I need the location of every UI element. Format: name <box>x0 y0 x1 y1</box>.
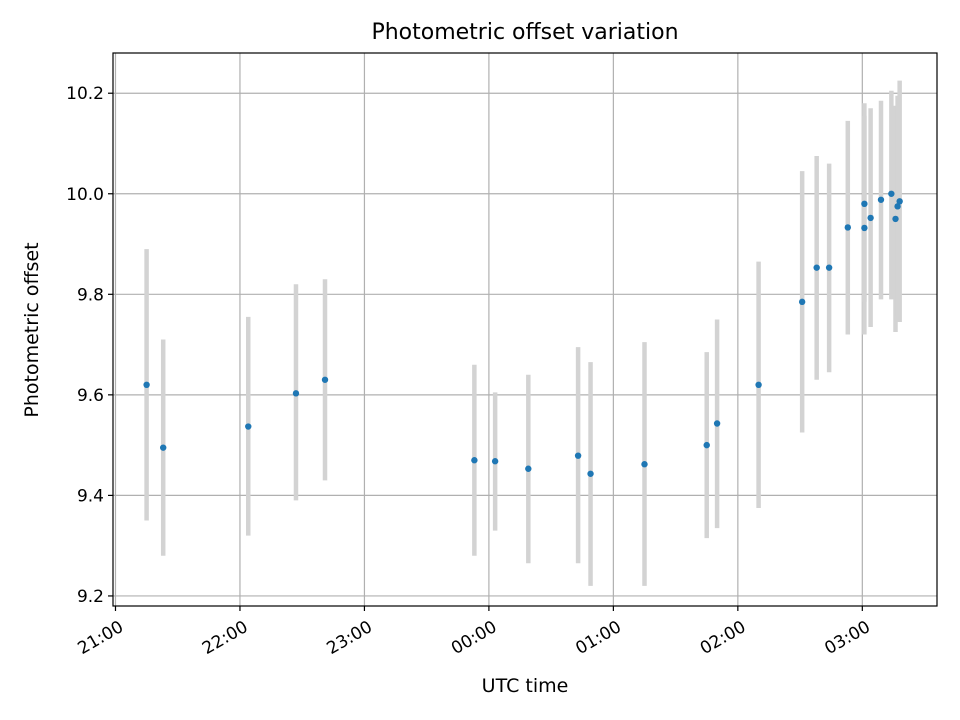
data-point <box>471 457 478 464</box>
data-point <box>867 214 874 222</box>
axes-frame <box>112 52 938 607</box>
data-point <box>888 190 895 197</box>
data-point <box>143 381 150 388</box>
data-point <box>861 224 868 232</box>
data-point <box>641 461 648 468</box>
data-point <box>321 376 329 383</box>
data-point <box>877 196 885 203</box>
data-point <box>525 465 532 472</box>
x-axis-label: UTC time <box>482 675 569 697</box>
data-point <box>574 452 582 459</box>
data-point <box>755 381 762 388</box>
data-point <box>825 264 833 271</box>
data-point <box>713 420 721 427</box>
data-point <box>813 264 820 271</box>
data-point <box>160 444 167 451</box>
data-point <box>587 470 594 477</box>
y-tick-label: 9.4 <box>77 486 104 506</box>
data-point <box>844 224 851 231</box>
data-point <box>703 441 710 449</box>
y-axis-label: Photometric offset <box>21 242 43 417</box>
data-points <box>143 190 903 477</box>
data-point <box>892 215 899 223</box>
y-tick-label: 10.2 <box>66 84 104 104</box>
data-point <box>894 203 901 210</box>
chart-title: Photometric offset variation <box>371 20 678 45</box>
y-tick-label: 10.0 <box>66 185 104 205</box>
data-point <box>861 200 868 208</box>
y-tick-label: 9.8 <box>77 285 104 305</box>
data-point <box>292 390 300 397</box>
data-point <box>896 198 903 205</box>
data-point <box>491 458 499 465</box>
data-point <box>798 298 806 306</box>
y-tick-label: 9.2 <box>77 587 104 607</box>
data-point <box>245 423 252 430</box>
y-tick-label: 9.6 <box>77 386 104 406</box>
